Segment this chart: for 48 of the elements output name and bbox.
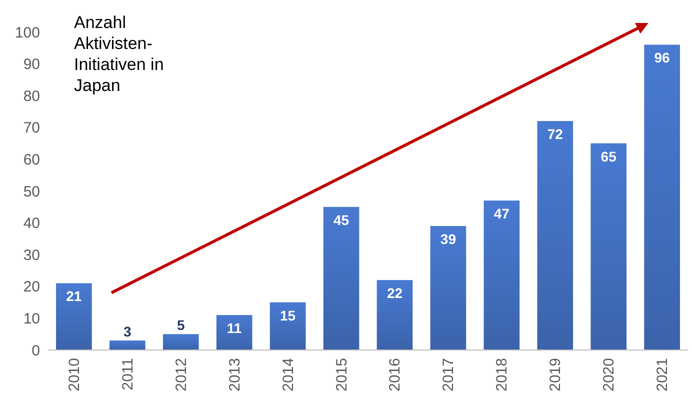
y-tick-label: 0	[32, 342, 40, 360]
data-label: 45	[333, 212, 350, 228]
y-tick-label: 30	[23, 246, 40, 264]
data-label: 11	[226, 320, 242, 336]
data-label: 21	[66, 288, 82, 304]
bar	[430, 226, 466, 350]
bar	[270, 302, 306, 350]
y-tick-label: 60	[23, 151, 40, 168]
y-tick-label: 40	[23, 215, 40, 232]
data-label: 39	[440, 230, 456, 247]
bar	[162, 334, 199, 350]
bar	[484, 200, 520, 350]
bar	[56, 283, 92, 350]
y-tick-label: 90	[23, 56, 40, 74]
x-tick-label: 2013	[226, 358, 244, 392]
x-tick-label: 2020	[600, 358, 618, 392]
data-label: 65	[600, 148, 617, 164]
y-tick-label: 20	[23, 278, 40, 296]
x-tick-label: 2015	[333, 358, 350, 392]
bar	[537, 121, 574, 350]
y-tick-label: 70	[23, 120, 40, 137]
data-label: 5	[176, 317, 185, 334]
bar	[216, 315, 252, 350]
bar	[644, 44, 680, 350]
text: Anzahl Aktivisten- Initiativen in Japan	[74, 13, 164, 95]
x-tick-label: 2017	[440, 358, 458, 392]
x-tick-label: 2012	[172, 358, 190, 392]
data-label: 22	[386, 285, 403, 302]
x-tick-label: 2018	[494, 358, 511, 392]
bar	[376, 280, 413, 350]
y-tick-label: 100	[14, 24, 40, 42]
bar	[323, 206, 360, 350]
bar	[109, 340, 146, 350]
x-tick-label: 2014	[280, 358, 297, 392]
data-label: 15	[280, 307, 296, 324]
x-tick-label: 2019	[547, 358, 564, 392]
bar	[590, 143, 627, 350]
data-label: 72	[547, 126, 564, 142]
data-label: 96	[654, 50, 670, 66]
y-tick-label: 80	[23, 88, 40, 105]
y-tick-label: 50	[23, 183, 40, 200]
x-tick-label: 2016	[386, 358, 404, 392]
data-label: 3	[124, 323, 132, 340]
x-tick-label: 2010	[66, 358, 83, 392]
data-label: 47	[494, 206, 510, 222]
x-tick-label: 2011	[119, 358, 136, 390]
y-tick-label: 10	[23, 310, 40, 328]
x-tick-label: 2021	[654, 358, 672, 392]
